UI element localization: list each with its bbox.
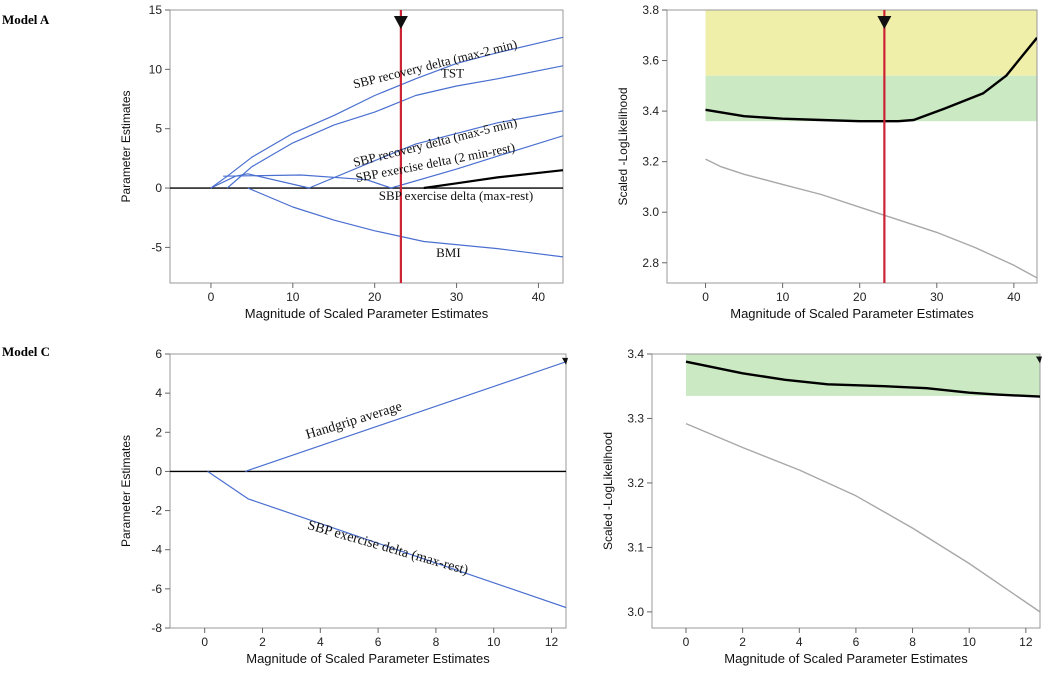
- y-axis-label: Scaled -LogLikelihood: [616, 87, 630, 205]
- y-axis-label: Parameter Estimates: [119, 435, 133, 547]
- y-tick-label: 5: [155, 122, 162, 136]
- plot-frame: [651, 353, 1041, 629]
- series-line-tst: [226, 65, 563, 189]
- x-tick-label: 0: [201, 635, 208, 649]
- x-tick-label: 4: [317, 635, 324, 649]
- series-layer: [685, 360, 1040, 613]
- series-annotation: TST: [441, 66, 464, 81]
- y-axis-label: Scaled -LogLikelihood: [601, 432, 615, 550]
- y-tick-label: 3.6: [642, 54, 659, 68]
- model-a-label: Model A: [2, 12, 50, 27]
- likelihood-band-0: [685, 354, 1040, 396]
- x-tick-label: 4: [796, 635, 803, 649]
- solution-marker-triangle: [877, 16, 892, 29]
- series-layer: [210, 36, 563, 258]
- series-line-handgrip-average: [245, 361, 566, 472]
- x-tick-label: 0: [208, 290, 215, 304]
- series-line-validation: [685, 360, 1040, 398]
- likelihood-band-1: [705, 75, 1037, 122]
- x-tick-label: 30: [450, 290, 464, 304]
- x-tick-label: 10: [776, 290, 790, 304]
- series-line-validation: [705, 37, 1037, 123]
- end-marker-triangle: [1036, 356, 1042, 364]
- y-tick-label: 10: [149, 62, 163, 76]
- x-tick-label: 40: [532, 290, 546, 304]
- x-tick-label: 20: [853, 290, 867, 304]
- y-tick-label: 2.8: [642, 256, 659, 270]
- y-tick-label: 3.2: [642, 155, 659, 169]
- y-tick-label: 3.8: [642, 3, 659, 17]
- y-tick-label: -5: [151, 240, 162, 254]
- end-marker-triangle: [562, 357, 568, 365]
- y-tick-label: 4: [155, 386, 162, 400]
- series-line-training: [705, 158, 1037, 279]
- y-tick-label: 3.3: [627, 411, 644, 425]
- y-tick-label: -4: [151, 543, 162, 557]
- x-tick-label: 20: [368, 290, 382, 304]
- x-tick-label: 30: [930, 290, 944, 304]
- y-tick-label: 15: [149, 3, 163, 17]
- series-line-sbp-recovery-delta-max-2-min-: [210, 36, 563, 189]
- x-tick-label: 6: [853, 635, 860, 649]
- x-axis-label: Magnitude of Scaled Parameter Estimates: [245, 306, 489, 321]
- x-axis-label: Magnitude of Scaled Parameter Estimates: [730, 306, 974, 321]
- series-line-sbp-exercise-delta-max-rest-: [423, 169, 563, 190]
- y-tick-label: 3.1: [627, 540, 644, 554]
- series-line-training: [685, 422, 1040, 613]
- y-tick-label: 3.0: [642, 205, 659, 219]
- x-tick-label: 6: [375, 635, 382, 649]
- x-tick-label: 0: [702, 290, 709, 304]
- x-tick-label: 8: [909, 635, 916, 649]
- y-tick-label: 2: [155, 425, 162, 439]
- y-tick-label: -6: [151, 582, 162, 596]
- x-tick-label: 10: [286, 290, 300, 304]
- y-tick-label: 0: [155, 181, 162, 195]
- model-a-loglik-group: 0 10 20 30 40 2.8 3.0 3.2 3.4 3.6 3.8 Magnitude of …: [616, 3, 1038, 321]
- y-tick-label: -8: [151, 621, 162, 635]
- plot-frame: [666, 9, 1038, 284]
- series-line-sbp-exercise-delta-2-min-rest-: [223, 135, 563, 189]
- series-line-sbp-exercise-delta-max-rest-: [207, 470, 566, 609]
- x-tick-label: 40: [1007, 290, 1021, 304]
- y-tick-label: 3.0: [627, 605, 644, 619]
- plot-frame: [169, 9, 564, 284]
- model-c-loglik-group: 0 2 4 6 8 10 12 3.0 3.1 3.2 3.3 3.4 Magnitude of Sca…: [601, 347, 1042, 666]
- series-layer: [207, 361, 566, 609]
- y-axis-label: Parameter Estimates: [119, 90, 133, 202]
- x-axis-label: Magnitude of Scaled Parameter Estimates: [246, 651, 490, 666]
- model-c-label: Model C: [2, 344, 51, 359]
- likelihood-band-0: [705, 10, 1037, 76]
- series-line-bmi: [247, 187, 563, 258]
- y-tick-label: 6: [155, 347, 162, 361]
- x-tick-label: 8: [433, 635, 440, 649]
- solution-marker-triangle: [393, 16, 408, 29]
- model-c-estimates-group: 0 2 4 6 8 10 12 -8 -6 -4 -2 0 2 4 6 Magnitude of Scaled…: [119, 347, 568, 666]
- series-layer: [705, 37, 1037, 279]
- series-annotation: SBP exercise delta (max-rest): [306, 518, 470, 578]
- x-tick-label: 12: [545, 635, 559, 649]
- x-tick-label: 10: [487, 635, 501, 649]
- plot-frame: [169, 353, 567, 629]
- x-tick-label: 0: [683, 635, 690, 649]
- x-tick-label: 2: [739, 635, 746, 649]
- x-axis-label: Magnitude of Scaled Parameter Estimates: [724, 651, 968, 666]
- x-tick-label: 2: [259, 635, 266, 649]
- x-tick-label: 10: [963, 635, 977, 649]
- series-annotation: SBP exercise delta (max-rest): [379, 188, 533, 203]
- series-annotation: Handgrip average: [304, 399, 404, 443]
- y-tick-label: 3.4: [642, 104, 659, 118]
- series-annotation: SBP recovery delta (max-2 min): [351, 36, 518, 91]
- x-tick-label: 12: [1019, 635, 1033, 649]
- y-tick-label: 0: [155, 464, 162, 478]
- y-tick-label: 3.2: [627, 476, 644, 490]
- series-annotation: BMI: [436, 245, 461, 260]
- model-a-estimates-group: 0 10 20 30 40 -5 0 5 10 15 Magnitude of Scaled Par…: [119, 3, 564, 321]
- y-tick-label: -2: [151, 504, 162, 518]
- y-tick-label: 3.4: [627, 347, 644, 361]
